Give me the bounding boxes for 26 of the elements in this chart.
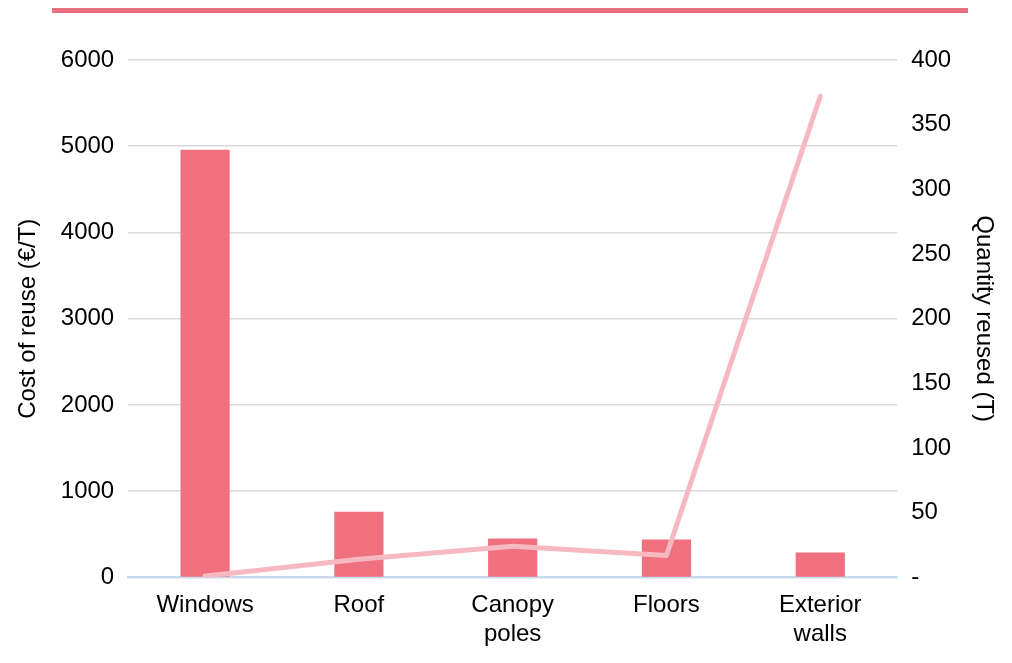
y2-tick-label: 200 [911, 303, 952, 331]
bar [795, 552, 845, 577]
x-tick-label: Exterior walls [778, 590, 862, 647]
y-tick-label: 4000 [60, 217, 115, 245]
y-tick-label: 5000 [60, 130, 115, 158]
y2-axis-title: Quantity reused (T) [971, 215, 999, 423]
y-axis-title: Cost of reuse (€/T) [13, 218, 41, 419]
y-tick-label: 1000 [60, 475, 115, 503]
bar [334, 511, 384, 577]
y2-tick-label: 100 [911, 432, 952, 460]
x-tick-label: Roof [333, 590, 385, 618]
y-tick-label: 6000 [60, 44, 115, 72]
y2-tick-label: 350 [911, 109, 952, 137]
y2-tick-label: 300 [911, 173, 952, 201]
y2-tick-label: 150 [911, 368, 952, 395]
x-tick-label: Windows [156, 590, 254, 618]
y-tick-label: 2000 [60, 389, 115, 417]
y-tick-label: 3000 [60, 303, 115, 331]
y-tick-label: 0 [100, 562, 115, 590]
y2-tick-label: 250 [911, 238, 952, 266]
y2-tick-label: 400 [911, 44, 952, 72]
x-tick-label: Floors [633, 590, 700, 618]
bar [180, 149, 230, 577]
x-tick-label: Canopy poles [471, 590, 555, 647]
y2-tick-label: - [911, 562, 920, 590]
y2-tick-label: 50 [911, 497, 938, 525]
